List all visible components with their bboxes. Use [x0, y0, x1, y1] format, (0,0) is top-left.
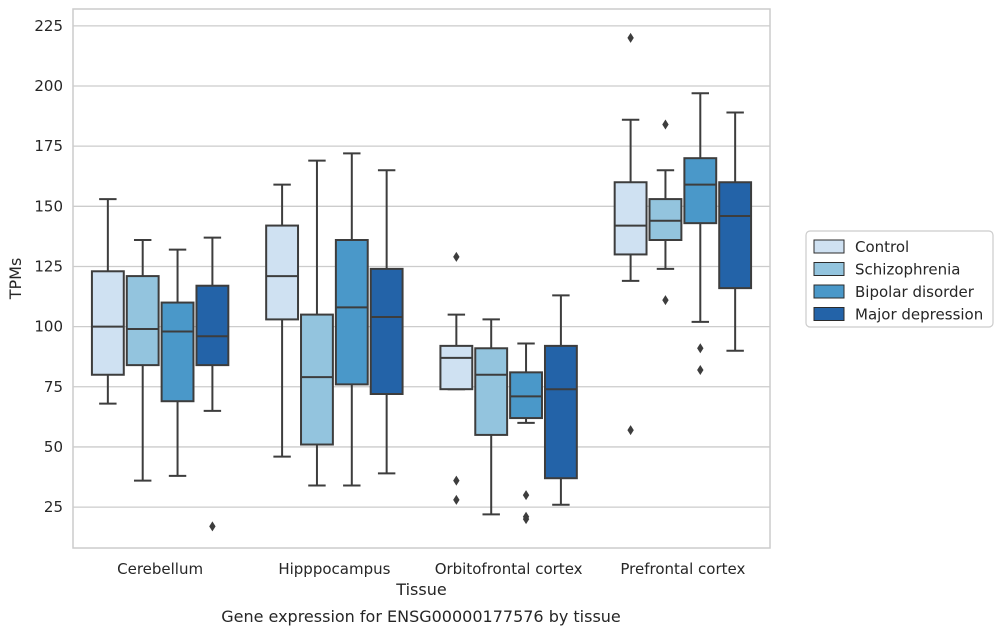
outlier-point — [697, 343, 704, 354]
x-tick-label: Prefrontal cortex — [620, 560, 745, 578]
legend-label: Bipolar disorder — [855, 283, 975, 301]
y-tick-label: 100 — [34, 318, 63, 336]
box-control — [90, 198, 125, 405]
box-major-depression — [718, 111, 753, 352]
iqr-box — [90, 270, 125, 376]
x-tick-label: Orbitofrontal cortex — [435, 560, 583, 578]
outlier-point — [627, 425, 634, 436]
legend-swatch — [813, 284, 845, 299]
y-tick-label: 175 — [34, 137, 63, 155]
outlier-point — [209, 521, 216, 532]
iqr-box — [718, 181, 753, 290]
legend-label: Schizophrenia — [855, 261, 960, 279]
outlier-point — [522, 514, 530, 525]
box-control — [439, 251, 474, 505]
y-tick-label: 25 — [44, 498, 63, 516]
y-tick-label: 200 — [34, 77, 63, 95]
y-tick-label: 50 — [44, 438, 63, 456]
iqr-box — [300, 313, 334, 446]
y-tick-label: 225 — [34, 17, 63, 35]
box-control — [613, 32, 648, 436]
iqr-box — [195, 284, 230, 367]
box-schizophrenia — [125, 239, 160, 482]
legend-label: Major depression — [855, 306, 983, 324]
iqr-box — [683, 157, 718, 225]
iqr-box — [160, 301, 195, 403]
iqr-box — [613, 181, 648, 256]
iqr-box — [125, 275, 160, 367]
iqr-box — [474, 347, 509, 436]
x-axis-ticks: Cerebellum Hipppocampus Orbitofrontal cort… — [117, 560, 745, 578]
box-bipolar-disorder — [160, 248, 195, 477]
iqr-box — [369, 267, 404, 395]
iqr-box — [648, 198, 683, 241]
iqr-box — [543, 344, 578, 480]
iqr-box — [334, 239, 369, 386]
outlier-point — [662, 295, 669, 306]
legend-swatch — [813, 262, 845, 276]
legend-swatch — [813, 307, 845, 321]
y-tick-label: 150 — [34, 197, 63, 215]
box-schizophrenia — [474, 318, 509, 516]
x-axis-title: Tissue — [395, 580, 446, 599]
box-schizophrenia — [648, 119, 683, 306]
box-bipolar-disorder — [334, 152, 369, 487]
y-tick-label: 125 — [34, 257, 63, 275]
y-tick-label: 75 — [44, 378, 63, 396]
boxes-layer — [90, 32, 753, 532]
box-major-depression — [543, 294, 578, 506]
outlier-point — [662, 119, 669, 130]
iqr-box — [509, 371, 543, 420]
legend-swatch — [813, 239, 845, 254]
legend: Control Schizophrenia Bipolar disorder Majo… — [805, 230, 994, 328]
outlier-point — [627, 32, 634, 43]
outlier-point — [453, 475, 460, 486]
box-major-depression — [195, 236, 230, 532]
plot-area-frame — [72, 8, 771, 549]
iqr-box — [439, 344, 474, 391]
y-axis-title: TPMs — [6, 258, 25, 301]
outlier-point — [453, 494, 460, 505]
outlier-point — [697, 364, 704, 375]
legend-label: Control — [855, 238, 909, 256]
iqr-box — [265, 224, 300, 321]
box-schizophrenia — [300, 159, 334, 487]
legend-frame — [805, 230, 994, 328]
box-bipolar-disorder — [509, 342, 543, 525]
outlier-point — [522, 490, 530, 501]
box-bipolar-disorder — [683, 92, 718, 375]
box-control — [265, 183, 300, 458]
outlier-point — [453, 251, 460, 262]
x-tick-label: Cerebellum — [117, 560, 203, 578]
y-axis-ticks: 25 50 75 100 125 150 175 200 225 — [34, 17, 63, 516]
box-major-depression — [369, 169, 404, 475]
chart-caption: Gene expression for ENSG00000177576 by t… — [221, 607, 621, 626]
x-tick-label: Hipppocampus — [278, 560, 390, 578]
